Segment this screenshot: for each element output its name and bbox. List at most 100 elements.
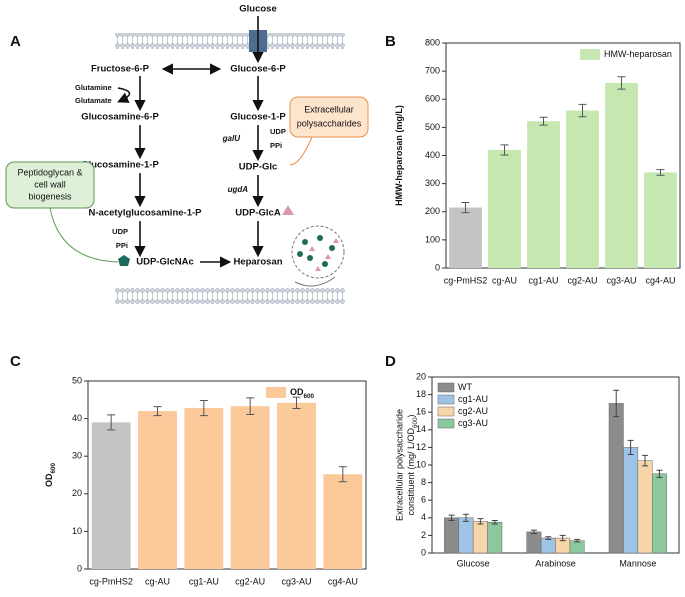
sub: 600 xyxy=(304,393,315,400)
error-bar xyxy=(199,400,208,417)
bar xyxy=(458,517,474,554)
box-text: cell wall xyxy=(34,179,66,189)
panel-label: D xyxy=(385,353,396,370)
legend-swatch xyxy=(580,49,600,60)
bar xyxy=(526,531,542,554)
bar xyxy=(605,82,638,268)
text: HMW-heparosan (mg/L) xyxy=(394,105,404,206)
sub: 600 xyxy=(412,417,419,428)
bar xyxy=(608,403,624,554)
legend-swatch xyxy=(437,406,455,417)
box-text: biogenesis xyxy=(28,191,72,201)
x-tick-label: cg-AU xyxy=(145,576,170,586)
bar xyxy=(230,406,270,569)
y-tick-label: 12 xyxy=(416,442,426,452)
y-tick-label: 4 xyxy=(421,512,426,522)
error-bar xyxy=(613,389,620,418)
text: cg3-AU xyxy=(458,418,488,428)
error-bar xyxy=(545,536,552,540)
node: Fructose-6-P xyxy=(91,64,150,75)
node: UDP xyxy=(112,227,128,236)
x-tick-label: cg1-AU xyxy=(528,275,558,285)
text: WT xyxy=(458,382,472,392)
bar xyxy=(277,402,316,569)
x-tick-label: cg1-AU xyxy=(189,576,219,586)
x-tick-label: cg-PmHS2 xyxy=(444,275,488,285)
membrane xyxy=(115,288,345,304)
y-axis-label: Extracellular polysaccharide xyxy=(394,409,404,521)
error-bar xyxy=(461,201,470,214)
enzyme: galU xyxy=(222,134,241,143)
cluster-icons xyxy=(297,235,339,271)
text: constituent (mg/ L/OD xyxy=(406,427,416,515)
connector xyxy=(294,276,336,287)
y-tick-label: 0 xyxy=(435,262,440,272)
legend-label: cg2-AU xyxy=(458,406,488,416)
legend-swatch xyxy=(266,387,286,398)
box-text: Extracellular xyxy=(304,104,354,114)
y-tick-label: 8 xyxy=(421,477,426,487)
panel-label: C xyxy=(10,353,21,370)
bar xyxy=(651,473,667,554)
x-tick-label: Glucose xyxy=(457,558,490,568)
bar xyxy=(637,460,653,554)
y-tick-label: 0 xyxy=(421,547,426,557)
error-bar xyxy=(338,466,347,483)
node: Glucosamine-1-P xyxy=(81,160,159,171)
node: Glucose-6-P xyxy=(230,64,286,75)
error-bar xyxy=(491,519,498,525)
x-tick-label: cg-PmHS2 xyxy=(89,576,133,586)
y-axis-label: OD600 xyxy=(44,463,57,488)
y-tick-label: 50 xyxy=(72,375,82,385)
y-tick-label: 400 xyxy=(425,150,440,160)
legend-label: OD600 xyxy=(290,387,315,400)
glcnac-icon xyxy=(118,255,130,266)
y-tick-label: 6 xyxy=(421,495,426,505)
y-tick-label: 200 xyxy=(425,206,440,216)
legend-label: cg1-AU xyxy=(458,394,488,404)
bar xyxy=(444,517,460,554)
y-tick-label: 2 xyxy=(421,530,426,540)
panel-label: B xyxy=(385,33,396,50)
plot-frame xyxy=(87,380,367,570)
y-axis-label: constituent (mg/ L/OD600) xyxy=(406,414,419,515)
node: Glucose-1-P xyxy=(230,112,286,123)
y-tick-label: 500 xyxy=(425,122,440,132)
error-bar xyxy=(627,439,634,455)
error-bar xyxy=(539,116,548,126)
y-tick-label: 10 xyxy=(72,526,82,536)
bar xyxy=(487,521,503,554)
node: Glucose xyxy=(239,4,277,15)
node: N-acetylglucosamine-1-P xyxy=(89,208,203,219)
bar xyxy=(540,537,556,554)
y-tick-label: 300 xyxy=(425,178,440,188)
text: cg2-AU xyxy=(458,406,488,416)
node: PPi xyxy=(270,141,282,150)
node: UDP-GlcNAc xyxy=(136,257,194,268)
node: UDP-Glc xyxy=(239,162,278,173)
bar xyxy=(323,474,363,569)
node: Glucosamine-6-P xyxy=(81,112,159,123)
y-tick-label: 800 xyxy=(425,37,440,47)
x-tick-label: cg3-AU xyxy=(281,576,311,586)
x-tick-label: Arabinose xyxy=(535,558,576,568)
error-bar xyxy=(448,514,455,521)
x-tick-label: cg4-AU xyxy=(328,576,358,586)
legend-swatch xyxy=(437,418,455,429)
error-bar xyxy=(477,518,484,525)
y-tick-label: 30 xyxy=(72,451,82,461)
node: UDP-GlcA xyxy=(235,208,281,219)
y-tick-label: 18 xyxy=(416,389,426,399)
x-tick-label: cg4-AU xyxy=(645,275,675,285)
error-bar xyxy=(656,469,663,478)
error-bar xyxy=(642,454,649,467)
bar xyxy=(569,540,585,554)
sub: 600 xyxy=(50,463,57,474)
bar xyxy=(527,121,560,268)
bar xyxy=(623,447,639,554)
text: OD xyxy=(44,473,54,487)
panel-a: A Glucose Fructose-6-P Glucose-6-P Gluta… xyxy=(5,4,369,304)
text: OD xyxy=(290,387,304,397)
error-bar xyxy=(292,396,301,409)
